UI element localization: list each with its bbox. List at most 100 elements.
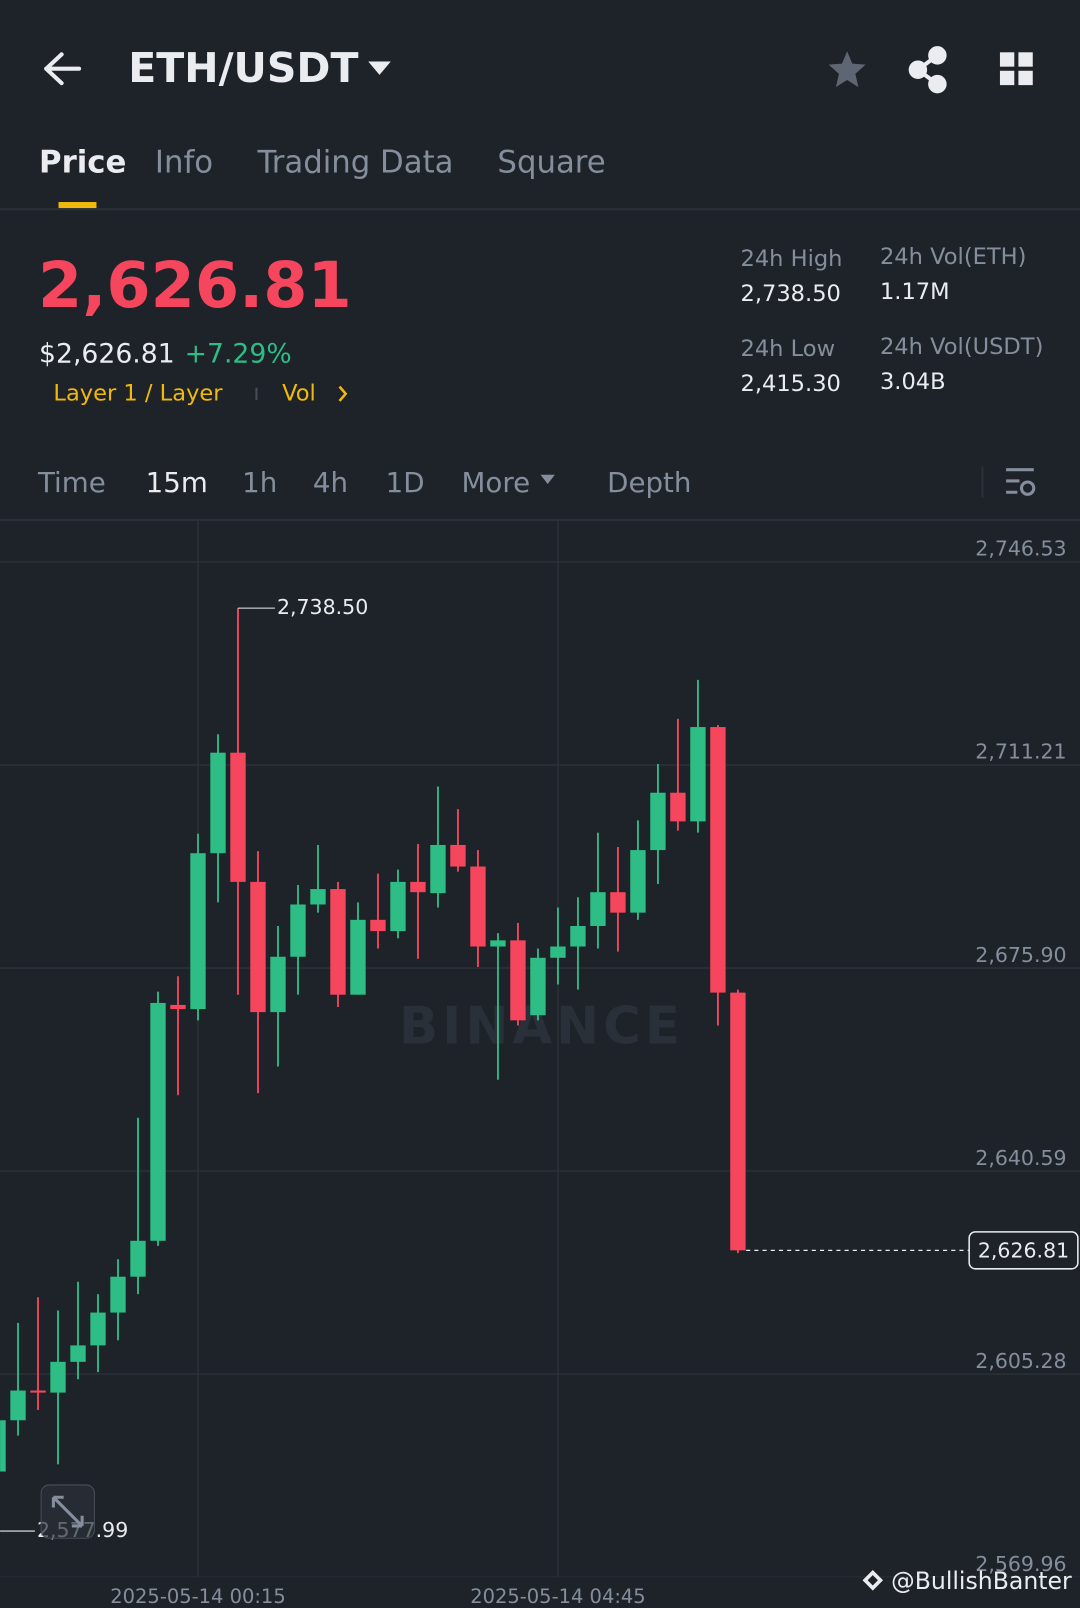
- more-dropdown: [540, 474, 555, 485]
- candle-body: [370, 919, 386, 932]
- stat-value: 2,415.30: [740, 371, 840, 397]
- candle-body: [710, 727, 726, 993]
- layout-cell: [999, 70, 1015, 86]
- stat-value: 3.04B: [880, 369, 946, 395]
- high-marker-label: 2,738.50: [277, 595, 368, 619]
- candle-body: [670, 792, 686, 822]
- candle-body: [270, 956, 286, 1013]
- credit: @BullishBanter: [891, 1567, 1072, 1595]
- last-price: 2,626.81: [38, 248, 352, 322]
- layout-cell: [999, 52, 1015, 67]
- stat-value: 1.17M: [880, 279, 950, 305]
- interval[interactable]: 1D: [386, 466, 425, 499]
- candle-body: [690, 727, 706, 822]
- candle-body: [730, 992, 746, 1251]
- candle-body: [550, 946, 566, 958]
- back-button[interactable]: [44, 52, 82, 86]
- y-tick-label: 2,711.21: [975, 740, 1066, 764]
- candle-body: [330, 889, 346, 995]
- interval[interactable]: 4h: [313, 466, 348, 499]
- candle-body: [290, 904, 306, 957]
- candle-body: [10, 1390, 26, 1421]
- interval[interactable]: Time: [37, 466, 106, 499]
- settings-lines: [1006, 468, 1034, 494]
- y-tick-label: 2,640.59: [975, 1146, 1066, 1170]
- candle-body: [590, 892, 606, 926]
- interval[interactable]: More: [462, 466, 531, 499]
- back-arrow: [44, 52, 82, 86]
- candle-body: [110, 1276, 126, 1313]
- candle-body: [190, 853, 206, 1010]
- candle-body: [250, 881, 266, 1013]
- candle-body: [30, 1390, 46, 1393]
- credit-logo: [862, 1570, 884, 1591]
- candle-body: [390, 881, 406, 932]
- stat-label: 24h Low: [740, 336, 835, 362]
- pair-dropdown[interactable]: [368, 61, 391, 75]
- candle-body: [150, 1002, 166, 1241]
- current-price-label: 2,626.81: [978, 1238, 1069, 1262]
- y-tick-label: 2,675.90: [975, 943, 1066, 967]
- y-tick-label: 2,605.28: [975, 1349, 1066, 1373]
- chart-settings-icon[interactable]: [1006, 468, 1036, 496]
- candle-body: [650, 792, 666, 851]
- plot-area: [0, 520, 1080, 1578]
- x-tick-label: 2025-05-14 04:45: [470, 1585, 645, 1608]
- candle-body: [210, 752, 226, 854]
- candle-body: [630, 850, 646, 913]
- y-tick-label: 2,569.96: [975, 1552, 1066, 1576]
- expand-button[interactable]: [40, 1484, 95, 1539]
- candle-body: [170, 1004, 186, 1010]
- candle-body: [530, 957, 546, 1016]
- candle-body: [610, 892, 626, 913]
- current-price-box: [968, 1231, 1079, 1270]
- layout-icon[interactable]: [999, 52, 1033, 86]
- price-change: +7.29%: [185, 338, 292, 369]
- stat-value: 2,738.50: [740, 281, 840, 307]
- tab-indicator: [58, 202, 97, 209]
- y-tick-label: 2,746.53: [975, 537, 1066, 561]
- chevron: [338, 385, 348, 402]
- expand-arrows: [51, 1495, 84, 1528]
- tab[interactable]: Price: [39, 145, 126, 181]
- tab[interactable]: Info: [155, 145, 213, 181]
- stat-label: 24h Vol(ETH): [880, 244, 1026, 270]
- interval[interactable]: 15m: [146, 466, 208, 499]
- vol-link[interactable]: Vol: [282, 380, 316, 406]
- category-tag[interactable]: Layer 1 / Layer: [53, 380, 223, 406]
- candle-body: [130, 1240, 146, 1277]
- candle-body: [230, 752, 246, 882]
- layout-cell: [1018, 52, 1033, 67]
- chart-overlay: 2,746.53 2,711.21 2,675.90 2,640.59 2,605.28…: [0, 537, 1079, 1608]
- candle-body: [510, 940, 526, 1021]
- candle-body: [490, 940, 506, 947]
- usd-price: $2,626.81: [39, 338, 175, 369]
- candle-body: [470, 866, 486, 947]
- tab[interactable]: Square: [497, 145, 605, 181]
- candle-body: [450, 844, 466, 867]
- candle-body: [0, 1420, 6, 1472]
- candle-body: [410, 881, 426, 893]
- pair-title[interactable]: ETH/USDT: [128, 44, 358, 92]
- share-link: [916, 53, 939, 86]
- share-icon[interactable]: [908, 46, 947, 94]
- candle-body: [570, 925, 586, 947]
- candle-body: [350, 919, 366, 995]
- favorite-icon[interactable]: [828, 51, 866, 88]
- x-tick-label: 2025-05-14 00:15: [110, 1585, 285, 1608]
- candle-body: [430, 844, 446, 894]
- candle-body: [50, 1361, 66, 1393]
- settings-gear: [1019, 480, 1036, 496]
- tab[interactable]: Trading Data: [256, 145, 453, 181]
- candle-body: [310, 889, 326, 905]
- stat-label: 24h High: [740, 246, 842, 272]
- candle-body: [70, 1345, 86, 1362]
- stat-label: 24h Vol(USDT): [880, 334, 1043, 360]
- candle-body: [90, 1312, 106, 1346]
- interval[interactable]: 1h: [242, 466, 277, 499]
- layout-cell: [1018, 70, 1033, 86]
- interval[interactable]: Depth: [607, 466, 691, 499]
